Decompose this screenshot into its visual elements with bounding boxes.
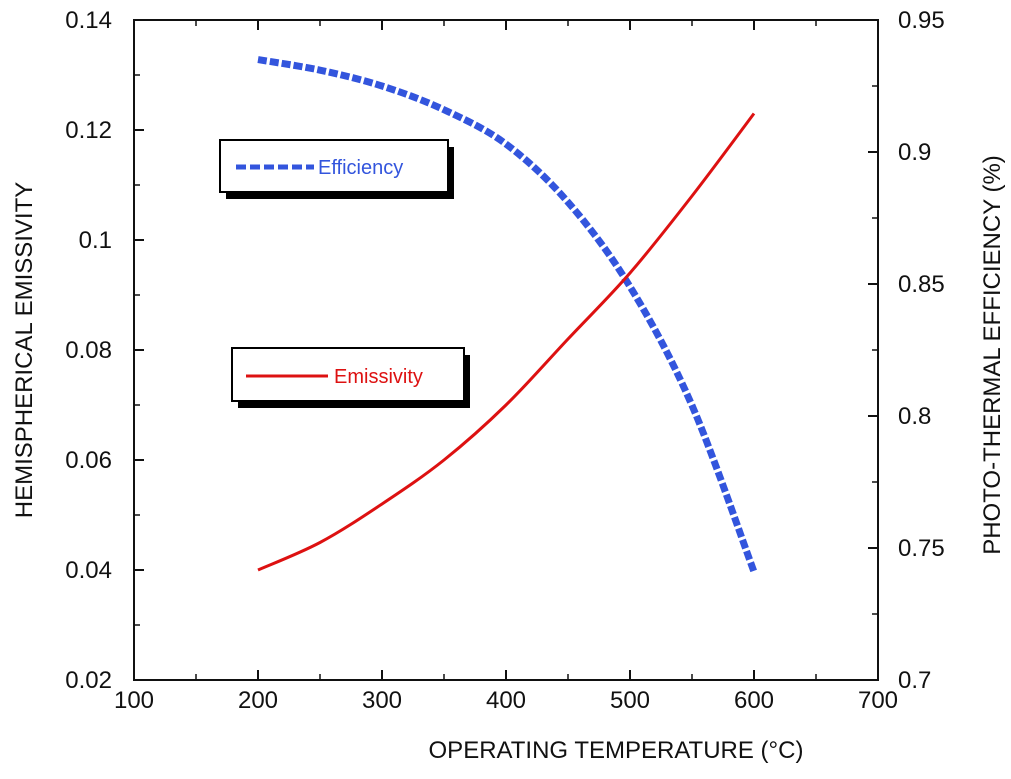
legend-efficiency: Efficiency bbox=[219, 139, 454, 199]
y-right-tick-label: 0.9 bbox=[898, 139, 931, 166]
y-left-tick-label: 0.14 bbox=[65, 7, 112, 34]
legend-emissivity: Emissivity bbox=[231, 347, 470, 408]
y-right-tick-label: 0.85 bbox=[898, 271, 945, 298]
y-left-tick-label: 0.06 bbox=[65, 447, 112, 474]
axis-ticks: 100 200 300 400 500 600 700 0.02 0.04 0.06 0.08 0.1… bbox=[65, 7, 944, 714]
x-tick-label: 100 bbox=[114, 687, 154, 714]
x-tick-label: 200 bbox=[238, 687, 278, 714]
y-left-tick-label: 0.02 bbox=[65, 667, 112, 694]
y-right-tick-label: 0.95 bbox=[898, 7, 945, 34]
y-left-tick-label: 0.04 bbox=[65, 557, 112, 584]
y-left-tick-label: 0.08 bbox=[65, 337, 112, 364]
legend-efficiency-label: Efficiency bbox=[318, 157, 403, 179]
y-axis-left-title: HEMISPHERICAL EMISSIVITY bbox=[11, 182, 38, 519]
x-tick-label: 600 bbox=[734, 687, 774, 714]
legend-emissivity-label: Emissivity bbox=[334, 366, 423, 388]
x-axis-title: OPERATING TEMPERATURE (°C) bbox=[429, 737, 804, 764]
series-line-emissivity bbox=[257, 112, 756, 572]
x-tick-label: 700 bbox=[858, 687, 898, 714]
x-tick-label: 400 bbox=[486, 687, 526, 714]
y-right-tick-label: 0.75 bbox=[898, 535, 945, 562]
y-left-tick-label: 0.12 bbox=[65, 117, 112, 144]
y-left-tick-label: 0.1 bbox=[79, 227, 112, 254]
y-right-tick-label: 0.8 bbox=[898, 403, 931, 430]
x-tick-label: 300 bbox=[362, 687, 402, 714]
series-line-efficiency bbox=[257, 56, 758, 573]
y-axis-right-title: PHOTO-THERMAL EFFICIENCY (%) bbox=[979, 155, 1006, 555]
y-right-tick-label: 0.7 bbox=[898, 667, 931, 694]
x-tick-label: 500 bbox=[610, 687, 650, 714]
series-lines bbox=[257, 56, 758, 573]
